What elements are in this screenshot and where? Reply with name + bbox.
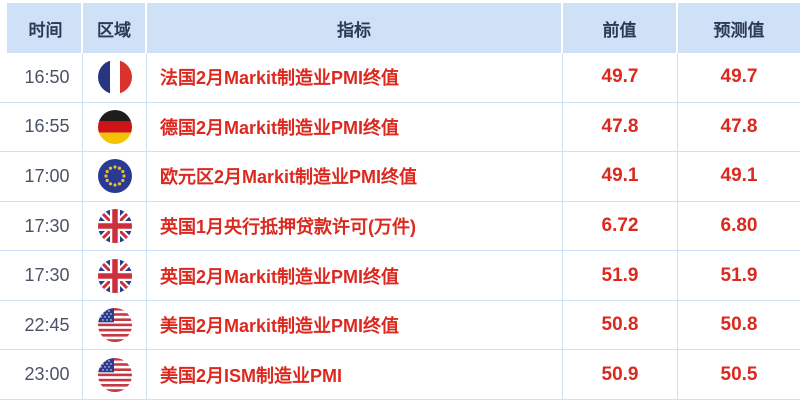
previous-value: 51.9 <box>601 264 639 286</box>
time-value: 23:00 <box>24 364 70 385</box>
region-cell <box>83 350 147 400</box>
indicator-cell: 美国2月Markit制造业PMI终值 <box>147 300 563 350</box>
indicator-cell: 美国2月ISM制造业PMI <box>147 350 563 400</box>
forecast-value: 47.8 <box>720 115 758 137</box>
column-header-time: 时间 <box>0 3 83 53</box>
column-header-previous: 前值 <box>563 3 678 53</box>
time-value: 22:45 <box>24 314 70 335</box>
time-value: 17:30 <box>24 265 70 286</box>
column-header-indicator: 指标 <box>147 3 563 53</box>
region-cell <box>83 102 147 152</box>
indicator-link[interactable]: 英国2月Markit制造业PMI终值 <box>160 266 400 287</box>
table-row: 16:50 法国2月Markit制造业PMI终值 49.7 49.7 <box>0 53 800 103</box>
previous-cell: 6.72 <box>563 201 678 251</box>
indicator-link[interactable]: 美国2月Markit制造业PMI终值 <box>160 316 400 337</box>
time-cell: 17:30 <box>0 251 83 300</box>
flag-germany-icon <box>97 109 132 144</box>
table-body: 16:50 法国2月Markit制造业PMI终值 49.7 49.7 16:55… <box>0 53 800 400</box>
time-value: 16:55 <box>24 116 70 137</box>
table-row: 16:55 德国2月Markit制造业PMI终值 47.8 47.8 <box>0 102 800 153</box>
column-header-region: 区域 <box>83 3 147 53</box>
time-value: 16:50 <box>24 66 70 87</box>
previous-cell: 50.9 <box>563 350 678 400</box>
time-cell: 17:30 <box>0 201 83 251</box>
table-row: 17:30 英国2月Markit制造业PMI终值 51.9 51.9 <box>0 251 800 301</box>
time-value: 17:00 <box>24 165 70 186</box>
previous-value: 6.72 <box>601 215 639 237</box>
table-header-row: 时间 区域 指标 前值 预测值 <box>0 0 800 53</box>
indicator-link[interactable]: 美国2月ISM制造业PMI <box>160 365 343 386</box>
region-cell <box>83 251 147 300</box>
flag-eurozone-icon <box>97 159 132 194</box>
forecast-cell: 50.5 <box>678 350 800 399</box>
previous-value: 50.9 <box>601 363 639 385</box>
table-row: 17:30 英国1月央行抵押贷款许可(万件) 6.72 6.80 <box>0 201 800 252</box>
forecast-value: 50.8 <box>720 314 758 336</box>
indicator-cell: 法国2月Markit制造业PMI终值 <box>147 53 563 102</box>
forecast-value: 6.80 <box>720 215 758 237</box>
time-value: 17:30 <box>24 215 70 236</box>
time-cell: 16:55 <box>0 102 83 152</box>
indicator-link[interactable]: 德国2月Markit制造业PMI终值 <box>160 117 400 138</box>
time-cell: 17:00 <box>0 152 83 201</box>
table-row: 22:45 美国2月Markit制造业PMI终值 50.8 50.8 <box>0 300 800 351</box>
previous-cell: 47.8 <box>563 102 678 152</box>
forecast-cell: 50.8 <box>678 301 800 350</box>
indicator-cell: 德国2月Markit制造业PMI终值 <box>147 102 563 152</box>
previous-cell: 50.8 <box>563 300 678 350</box>
table-row: 23:00 美国2月ISM制造业PMI 50.9 50.5 <box>0 350 800 400</box>
indicator-cell: 欧元区2月Markit制造业PMI终值 <box>147 152 563 201</box>
indicator-link[interactable]: 法国2月Markit制造业PMI终值 <box>160 68 400 89</box>
forecast-value: 49.7 <box>720 66 758 88</box>
previous-value: 47.8 <box>601 115 639 137</box>
previous-value: 49.1 <box>601 165 639 187</box>
forecast-value: 50.5 <box>720 363 758 385</box>
region-cell <box>83 152 147 201</box>
time-cell: 16:50 <box>0 53 83 102</box>
flag-us-icon <box>97 357 132 392</box>
previous-cell: 49.7 <box>563 53 678 102</box>
indicator-cell: 英国1月央行抵押贷款许可(万件) <box>147 201 563 251</box>
forecast-cell: 47.8 <box>678 103 800 152</box>
flag-us-icon <box>97 308 132 343</box>
indicator-link[interactable]: 欧元区2月Markit制造业PMI终值 <box>160 167 418 188</box>
time-cell: 22:45 <box>0 300 83 350</box>
previous-cell: 51.9 <box>563 251 678 300</box>
flag-uk-icon <box>97 258 132 293</box>
forecast-cell: 49.1 <box>678 152 800 201</box>
forecast-value: 51.9 <box>720 264 758 286</box>
forecast-value: 49.1 <box>720 165 758 187</box>
table-row: 17:00 欧元区2月Markit制造业PMI终值 49.1 49.1 <box>0 152 800 202</box>
flag-uk-icon <box>97 209 132 244</box>
column-header-forecast: 预测值 <box>678 3 800 53</box>
previous-value: 50.8 <box>601 314 639 336</box>
forecast-cell: 49.7 <box>678 53 800 102</box>
region-cell <box>83 300 147 350</box>
previous-cell: 49.1 <box>563 152 678 201</box>
indicator-link[interactable]: 英国1月央行抵押贷款许可(万件) <box>160 217 416 238</box>
region-cell <box>83 201 147 251</box>
region-cell <box>83 53 147 102</box>
forecast-cell: 51.9 <box>678 251 800 300</box>
forecast-cell: 6.80 <box>678 202 800 251</box>
previous-value: 49.7 <box>601 66 639 88</box>
flag-france-icon <box>97 60 132 95</box>
time-cell: 23:00 <box>0 350 83 400</box>
indicator-cell: 英国2月Markit制造业PMI终值 <box>147 251 563 300</box>
